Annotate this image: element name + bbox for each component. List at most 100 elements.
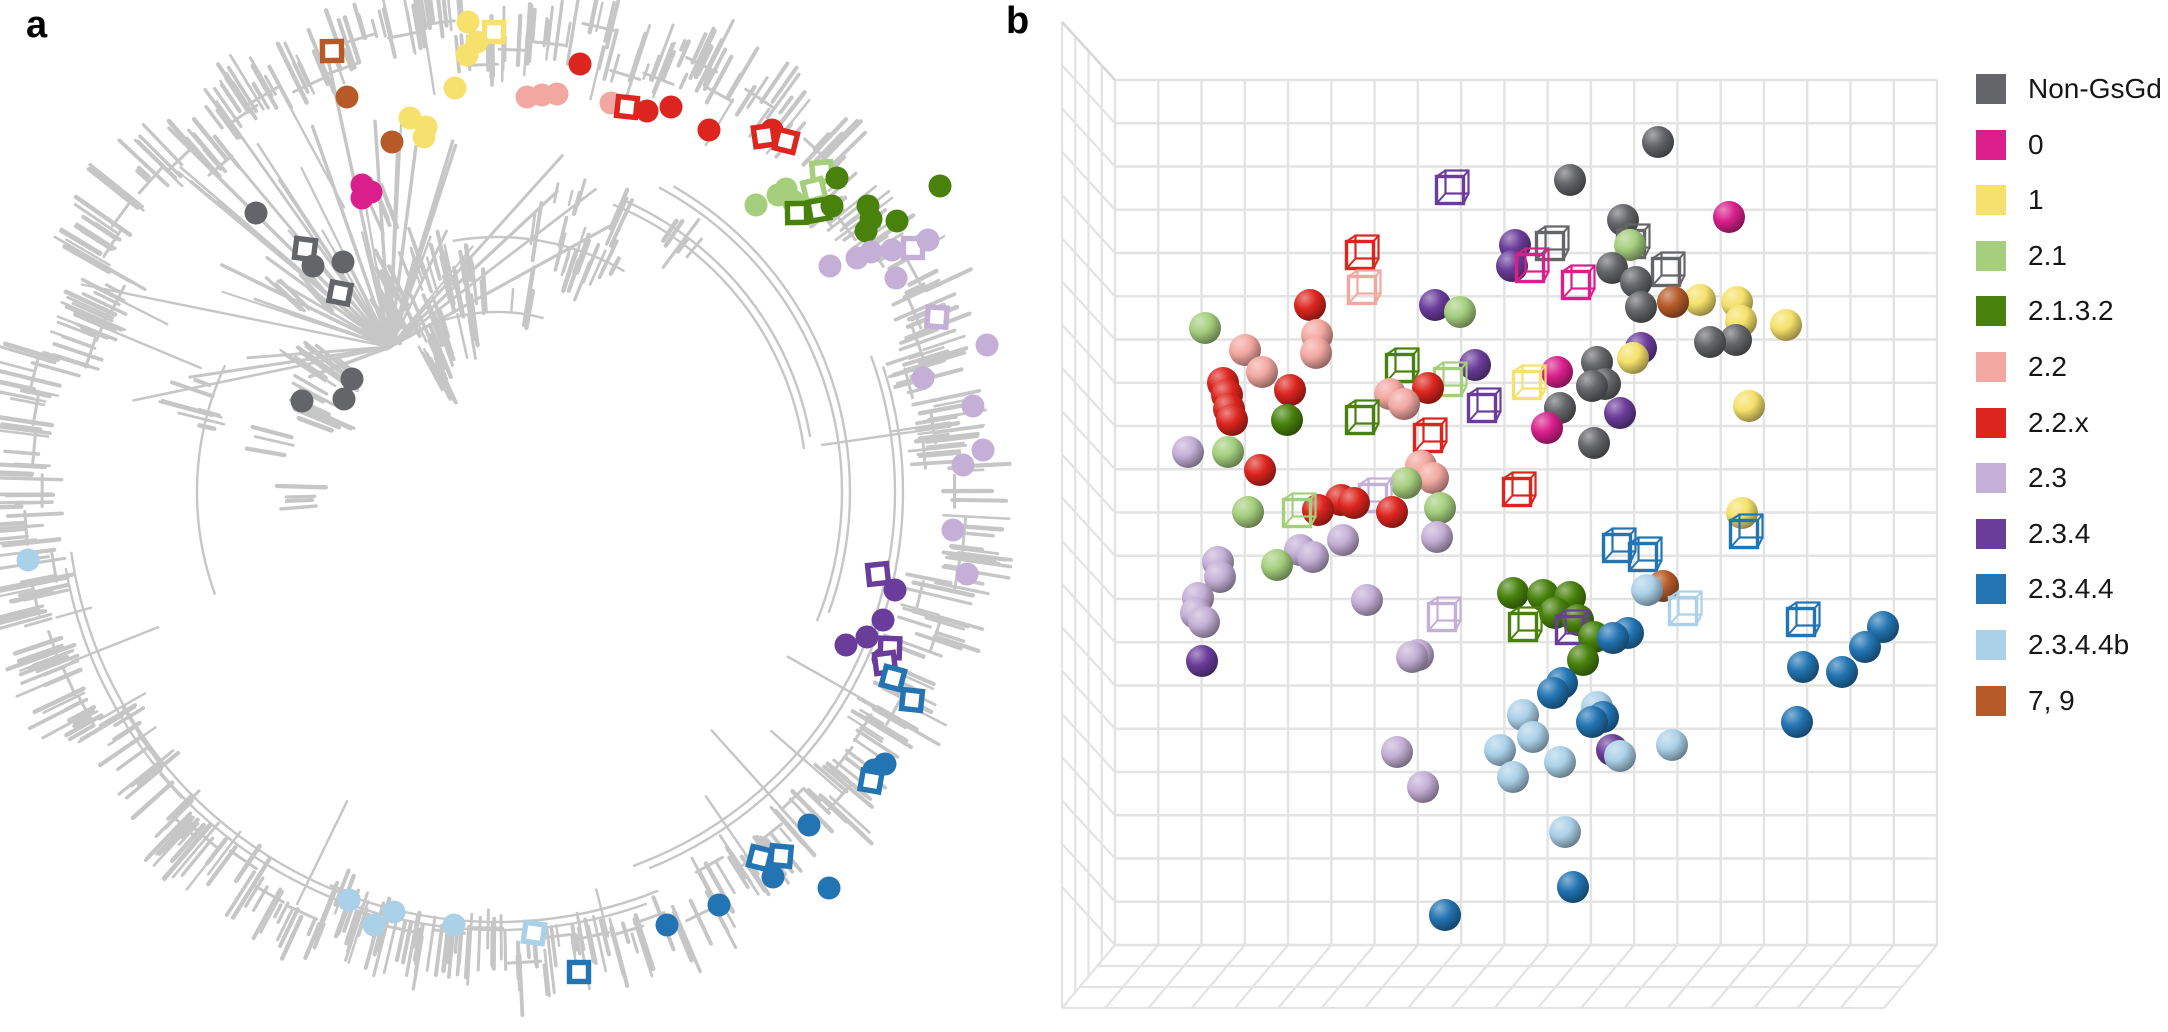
scatter-point-2-1 — [1212, 436, 1244, 468]
tree-marker-2-1-3-2 — [885, 209, 909, 233]
tree-marker-7-9 — [335, 85, 359, 109]
scatter-point-0 — [1514, 247, 1550, 284]
scatter-point-non-gsgd — [1554, 164, 1586, 196]
tree-marker-2-3-4-4 — [707, 893, 731, 917]
tree-marker-2-1-3-2 — [825, 166, 849, 190]
scatter-point-2-1 — [1261, 549, 1293, 581]
scatter-point-2-2 — [1300, 337, 1332, 369]
legend-item-2-3: 2.3 — [1976, 462, 2067, 494]
tree-marker-non-gsgd — [340, 367, 364, 391]
scatter-point-2-3-4-4 — [1781, 706, 1813, 738]
tree-marker-2-2-x — [659, 95, 683, 119]
legend-item-2-2: 2.2 — [1976, 351, 2067, 382]
legend-label: 2.2.x — [2028, 406, 2089, 438]
legend-item-2-2-x: 2.2.x — [1976, 406, 2089, 438]
tree-marker-2-3-4 — [883, 578, 907, 602]
phylo-tip-markers — [16, 10, 999, 985]
tree-marker-2-3 — [961, 394, 985, 418]
scatter-point-2-3 — [1188, 606, 1220, 638]
scatter-point-2-2-x — [1501, 471, 1537, 508]
scatter-point-2-3-4-4 — [1557, 871, 1589, 903]
tree-marker-2-2-x — [750, 122, 778, 150]
tree-marker-2-3-4-4b — [520, 919, 548, 947]
legend-swatch — [1976, 463, 2006, 494]
panel-b-label: b — [1006, 0, 1030, 42]
tree-marker-2-3-4-4 — [898, 686, 926, 714]
tree-marker-2-3-4-4 — [655, 913, 679, 937]
legend-label: Non-GsGd — [2028, 73, 2162, 104]
scatter-point-1 — [1733, 390, 1765, 422]
scatter-point-2-3 — [1396, 641, 1428, 673]
tree-marker-2-3-4-4b — [16, 548, 40, 572]
tree-marker-2-3 — [971, 438, 995, 462]
tree-marker-2-3-4 — [834, 633, 858, 657]
legend-item-2-3-4-4: 2.3.4.4 — [1976, 573, 2114, 605]
scatter-point-2-3-4-4b — [1517, 721, 1549, 753]
legend-swatch — [1976, 407, 2006, 438]
scatter-point-2-2-x — [1274, 374, 1306, 406]
legend-label: 7, 9 — [2028, 684, 2075, 716]
tree-marker-7-9 — [319, 38, 345, 64]
legend-item-2-3-4: 2.3.4 — [1976, 517, 2091, 549]
tree-marker-0 — [350, 186, 374, 210]
legend-swatch — [1976, 352, 2006, 382]
legend-label: 2.3 — [2028, 462, 2067, 494]
scatter-point-2-2 — [1417, 462, 1449, 494]
scatter-point-2-3 — [1407, 771, 1439, 803]
legend-item-non-gsgd: Non-GsGd — [1976, 73, 2162, 104]
tree-marker-2-3 — [975, 333, 999, 357]
scatter-point-2-3 — [1351, 584, 1383, 616]
tree-marker-1 — [443, 76, 467, 100]
scatter-point-2-3-4-4b — [1667, 590, 1703, 627]
scatter-point-2-2 — [1346, 269, 1382, 306]
legend-item-2-3-4-4b: 2.3.4.4b — [1976, 629, 2129, 660]
tree-marker-2-3-4-4b — [362, 913, 386, 937]
tree-marker-2-3-4-4 — [767, 842, 795, 870]
legend-swatch — [1976, 574, 2006, 605]
tree-marker-2-1-3-2 — [784, 200, 810, 226]
tree-marker-2-3 — [818, 254, 842, 278]
tree-marker-2-3-4 — [855, 625, 879, 649]
scatter-point-2-1-3-2 — [1507, 606, 1543, 643]
scatter-point-2-3-4 — [1604, 397, 1636, 429]
legend-swatch — [1976, 685, 2006, 716]
tree-marker-2-2-x — [635, 99, 659, 123]
tree-marker-2-3-4-4 — [856, 766, 886, 796]
scatter-point-2-1 — [1424, 492, 1456, 524]
scatter-point-2-3-4 — [1434, 169, 1470, 206]
scatter-point-2-3 — [1327, 524, 1359, 556]
legend-item-0: 0 — [1976, 128, 2044, 160]
legend-label: 2.1 — [2028, 239, 2067, 271]
scatter-point-1 — [1684, 284, 1716, 316]
scatter-point-2-3-4 — [1466, 387, 1502, 424]
scatter-point-2-2-x — [1412, 372, 1444, 404]
scatter-point-0 — [1713, 201, 1745, 233]
tree-marker-2-3-4-4 — [817, 876, 841, 900]
scatter-point-2-2-x — [1344, 234, 1380, 271]
scatter-point-2-3-4-4b — [1604, 740, 1636, 772]
tree-marker-7-9 — [380, 130, 404, 154]
scatter-point-2-2-x — [1244, 454, 1276, 486]
legend-swatch — [1976, 185, 2006, 216]
scatter-point-2-2 — [1388, 388, 1420, 420]
scatter-point-2-2 — [1229, 334, 1261, 366]
tree-marker-non-gsgd — [290, 389, 314, 413]
legend-swatch — [1976, 240, 2006, 271]
scatter-point-2-3-4-4b — [1549, 816, 1581, 848]
legend-label: 1 — [2028, 184, 2044, 216]
tree-marker-2-1-3-2 — [928, 174, 952, 198]
tree-marker-2-3-4-4b — [337, 888, 361, 912]
scatter-point-2-2-x — [1376, 496, 1408, 528]
scatter-point-2-3-4-4 — [1537, 677, 1569, 709]
tree-marker-1 — [455, 43, 479, 67]
tree-marker-2-3-4-4 — [566, 959, 592, 985]
scatter-point-2-1 — [1614, 229, 1646, 261]
tree-marker-2-3-4-4 — [878, 663, 908, 693]
legend-label: 2.3.4 — [2028, 517, 2091, 549]
scatter-point-non-gsgd — [1694, 326, 1726, 358]
scatter-point-7-9 — [1657, 286, 1689, 318]
tree-marker-2-2-x — [771, 126, 801, 156]
scatter-point-2-3-4-4 — [1849, 631, 1881, 663]
legend-label: 0 — [2028, 128, 2044, 160]
